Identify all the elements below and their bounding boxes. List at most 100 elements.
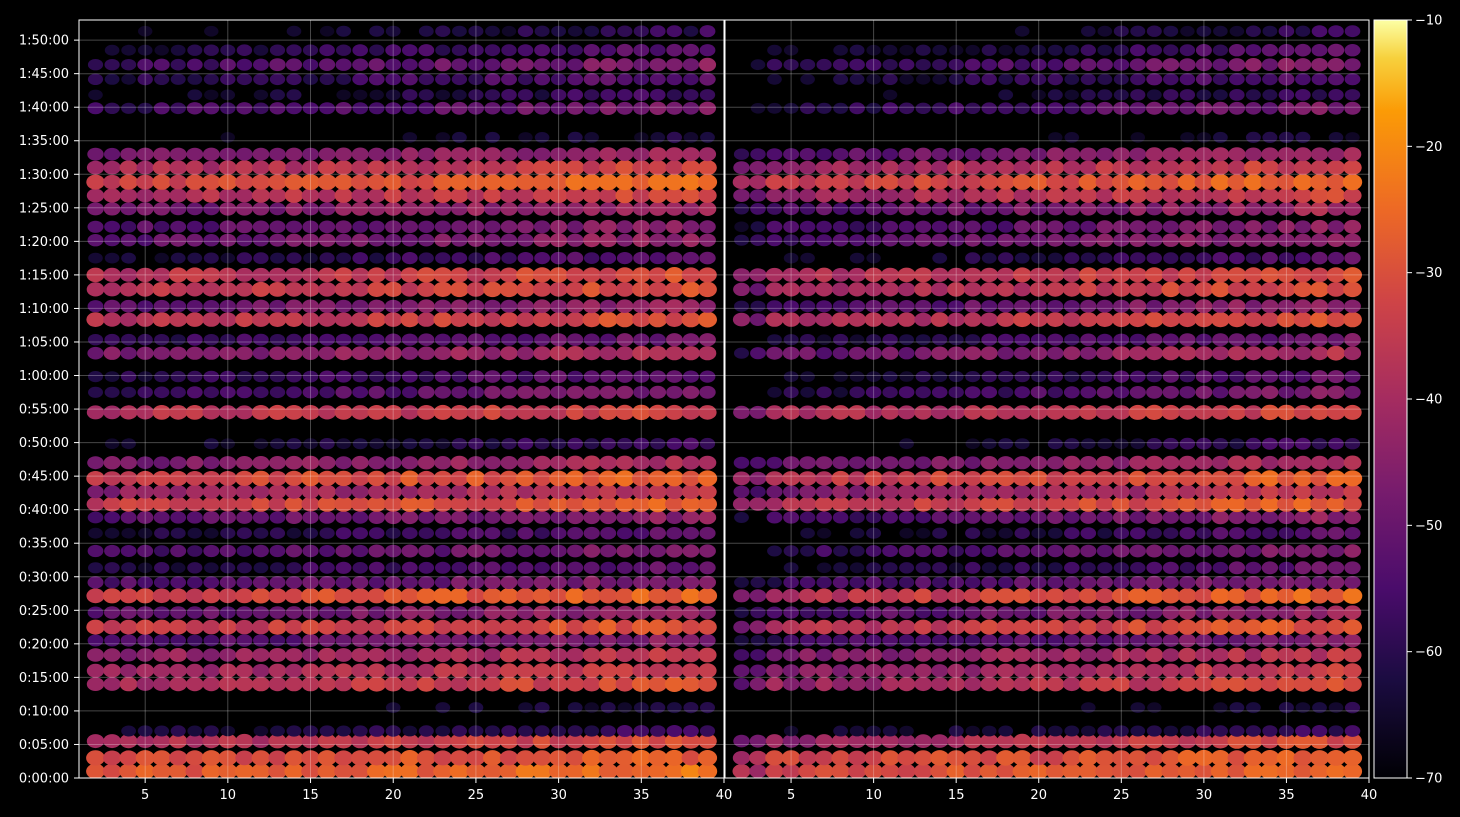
- heatmap-cell: [268, 160, 287, 176]
- heatmap-cell: [1096, 188, 1114, 203]
- heatmap-cell: [484, 299, 501, 313]
- heatmap-cell: [566, 634, 584, 647]
- heatmap-cell: [816, 562, 832, 574]
- heatmap-cell: [1310, 160, 1329, 175]
- heatmap-cell: [1163, 437, 1179, 450]
- heatmap-cell: [816, 334, 832, 346]
- heatmap-cell: [268, 677, 287, 692]
- heatmap-cell: [252, 511, 269, 524]
- heatmap-cell: [1343, 202, 1362, 216]
- heatmap-cell: [1310, 311, 1329, 328]
- heatmap-cell: [698, 147, 717, 162]
- heatmap-cell: [451, 220, 468, 234]
- heatmap-cell: [1261, 385, 1279, 399]
- heatmap-cell: [467, 606, 485, 619]
- heatmap-cell: [467, 386, 484, 399]
- heatmap-cell: [517, 456, 534, 470]
- heatmap-cell: [121, 386, 137, 398]
- heatmap-cell: [367, 174, 387, 190]
- heatmap-cell: [881, 619, 900, 635]
- heatmap-cell: [450, 663, 469, 679]
- heatmap-cell: [964, 576, 981, 589]
- heatmap-cell: [632, 484, 651, 499]
- heatmap-cell: [798, 312, 817, 327]
- heatmap-cell: [1178, 647, 1197, 663]
- heatmap-cell: [187, 634, 203, 647]
- heatmap-cell: [484, 102, 501, 115]
- heatmap-cell: [385, 25, 401, 37]
- heatmap-cell: [1046, 267, 1065, 283]
- heatmap-cell: [733, 649, 750, 661]
- heatmap-cell: [368, 606, 385, 619]
- heatmap-cell: [334, 588, 353, 604]
- heatmap-cell: [253, 333, 269, 346]
- heatmap-cell: [1327, 544, 1345, 558]
- heatmap-cell: [882, 576, 898, 589]
- heatmap-cell: [1080, 576, 1097, 589]
- heatmap-cell: [750, 635, 766, 646]
- heatmap-cell: [848, 346, 866, 360]
- heatmap-cell: [1047, 89, 1063, 101]
- heatmap-cell: [318, 202, 336, 216]
- heatmap-cell: [1031, 73, 1047, 86]
- heatmap-cell: [1245, 634, 1262, 647]
- heatmap-cell: [599, 299, 617, 313]
- heatmap-cell: [650, 438, 666, 450]
- heatmap-cell: [981, 252, 997, 264]
- heatmap-cell: [783, 634, 799, 647]
- heatmap-cell: [1326, 312, 1346, 328]
- heatmap-cell: [1080, 220, 1097, 233]
- heatmap-cell: [881, 267, 900, 283]
- heatmap-cell: [352, 252, 369, 265]
- heatmap-cell: [301, 763, 320, 778]
- heatmap-cell: [683, 437, 699, 450]
- heatmap-cell: [616, 634, 633, 647]
- heatmap-cell: [1130, 562, 1146, 574]
- heatmap-cell: [1112, 733, 1131, 749]
- heatmap-cell: [154, 334, 170, 346]
- heatmap-cell: [798, 750, 817, 766]
- heatmap-cell: [1261, 346, 1279, 361]
- heatmap-cell: [532, 188, 552, 203]
- heatmap-cell: [699, 370, 716, 383]
- heatmap-cell: [980, 405, 999, 420]
- heatmap-cell: [1145, 510, 1163, 525]
- heatmap-cell: [136, 677, 154, 691]
- heatmap-cell: [1227, 174, 1247, 190]
- heatmap-cell: [932, 371, 948, 383]
- heatmap-cell: [550, 527, 567, 540]
- heatmap-cell: [1277, 188, 1296, 203]
- heatmap-cell: [533, 663, 552, 679]
- heatmap-cell: [1046, 147, 1064, 161]
- heatmap-cell: [931, 606, 948, 619]
- heatmap-cell: [1295, 437, 1311, 450]
- heatmap-cell: [1080, 89, 1096, 101]
- heatmap-cell: [698, 311, 717, 328]
- heatmap-cell: [201, 763, 221, 778]
- heatmap-cell: [170, 370, 186, 383]
- heatmap-cell: [814, 763, 834, 778]
- heatmap-cell: [418, 527, 434, 539]
- heatmap-cell: [1162, 511, 1180, 524]
- heatmap-cell: [1096, 455, 1114, 470]
- heatmap-cell: [1343, 281, 1362, 298]
- heatmap-cell: [964, 456, 981, 470]
- heatmap-cell: [202, 588, 221, 604]
- heatmap-cell: [1228, 385, 1246, 399]
- heatmap-cell: [615, 267, 635, 283]
- heatmap-cell: [269, 202, 286, 216]
- heatmap-cell: [1128, 763, 1148, 778]
- heatmap-cell: [235, 188, 254, 203]
- heatmap-cell: [87, 511, 104, 524]
- heatmap-cell: [633, 370, 650, 383]
- heatmap-cell: [104, 606, 121, 619]
- heatmap-cell: [251, 312, 270, 327]
- heatmap-cell: [1179, 562, 1195, 574]
- heatmap-cell: [1030, 220, 1047, 234]
- heatmap-cell: [400, 160, 419, 175]
- heatmap-cell: [1046, 160, 1065, 175]
- heatmap-cell: [385, 58, 402, 71]
- heatmap-cell: [1046, 648, 1064, 662]
- heatmap-cell: [367, 188, 386, 203]
- heatmap-cell: [848, 485, 866, 499]
